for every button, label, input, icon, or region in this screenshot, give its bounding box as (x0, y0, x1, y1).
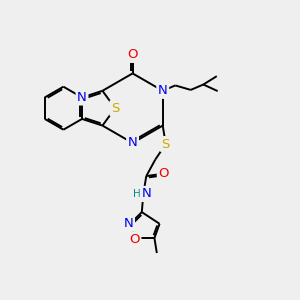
Text: N: N (141, 188, 151, 200)
Text: S: S (111, 102, 119, 115)
Text: N: N (77, 91, 87, 104)
Text: N: N (124, 217, 134, 230)
Text: O: O (158, 167, 169, 180)
Text: H: H (133, 189, 141, 199)
Text: O: O (127, 48, 138, 62)
Text: N: N (158, 84, 168, 97)
Text: S: S (161, 138, 170, 151)
Text: O: O (129, 233, 140, 246)
Text: N: N (128, 136, 137, 149)
